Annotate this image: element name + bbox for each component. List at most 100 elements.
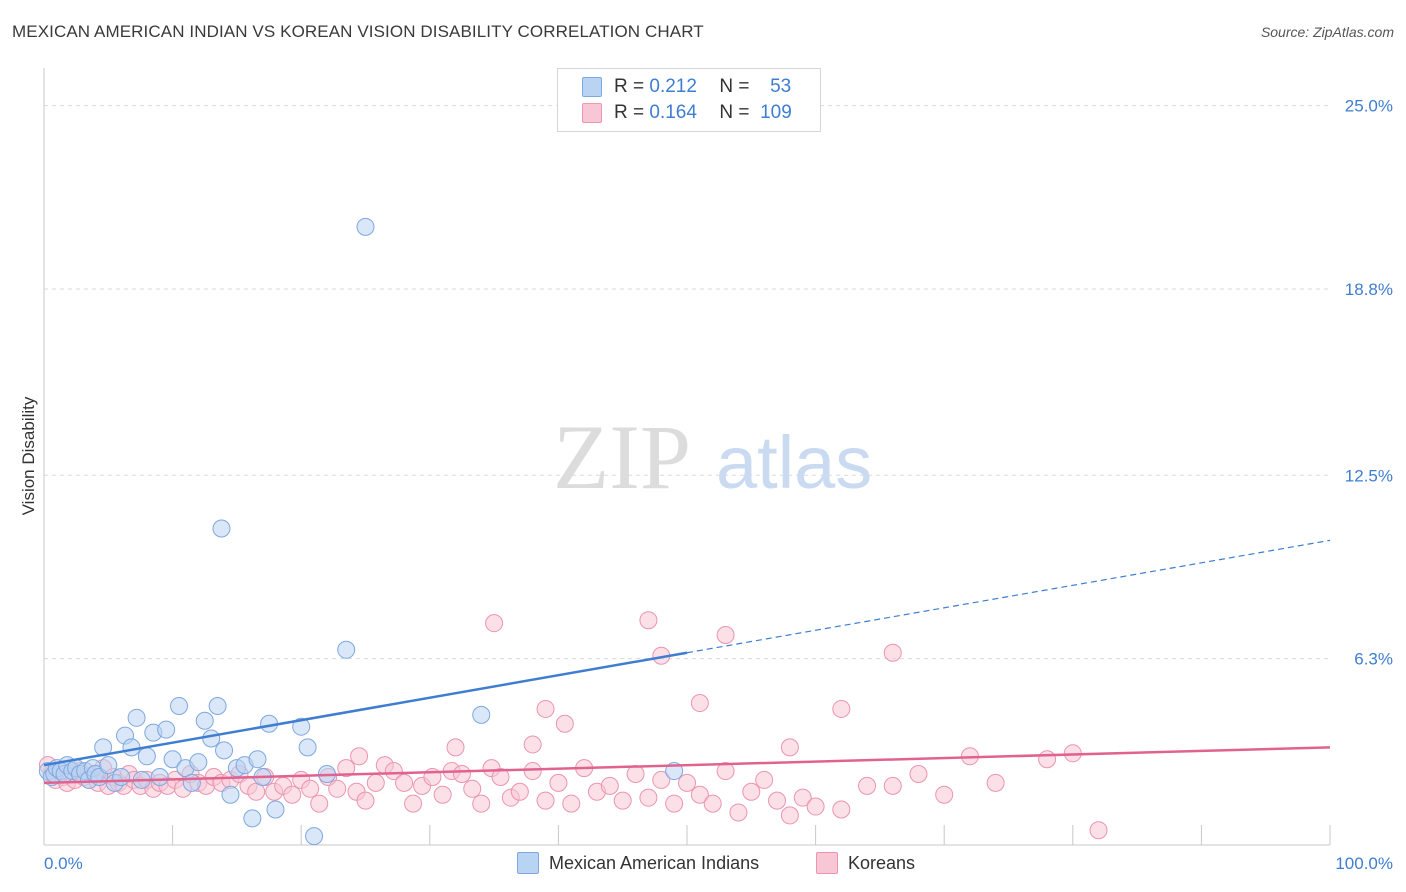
point-mexican-american-indians <box>305 827 324 846</box>
point-koreans <box>690 694 709 713</box>
point-koreans <box>600 776 619 795</box>
y-tick-label: 6.3% <box>1354 650 1393 669</box>
point-koreans <box>742 782 761 801</box>
point-koreans <box>523 762 542 781</box>
point-koreans <box>1089 821 1108 840</box>
watermark-atlas: atlas <box>716 421 872 504</box>
point-koreans <box>832 800 851 819</box>
point-koreans <box>780 738 799 757</box>
point-koreans <box>310 794 329 813</box>
point-koreans <box>549 773 568 792</box>
point-koreans <box>328 779 347 798</box>
point-koreans <box>755 770 774 789</box>
legend-swatch-mexican <box>582 77 602 97</box>
point-koreans <box>652 770 671 789</box>
legend-n-value: 53 <box>770 76 792 97</box>
trend-line-mexican-american-indians <box>43 651 688 767</box>
watermark-zip: ZIP <box>553 406 691 508</box>
legend-r-label: R = <box>614 76 645 97</box>
data-points <box>38 217 1108 846</box>
point-koreans <box>806 797 825 816</box>
point-koreans <box>909 765 928 784</box>
point-mexican-american-indians <box>266 800 285 819</box>
point-koreans <box>729 803 748 822</box>
bottom-legend-label-mexican: Mexican American Indians <box>549 852 760 873</box>
point-koreans <box>1038 750 1057 769</box>
point-koreans <box>883 643 902 662</box>
point-koreans <box>485 614 504 633</box>
point-koreans <box>935 785 954 804</box>
point-koreans <box>472 794 491 813</box>
point-koreans <box>690 785 709 804</box>
axes <box>43 68 1331 846</box>
point-koreans <box>523 735 542 754</box>
legend-row-koreans: R = 0.164 N = 109 <box>582 101 792 125</box>
point-mexican-american-indians <box>137 747 156 766</box>
point-koreans <box>491 767 510 786</box>
gridlines <box>44 105 1330 660</box>
point-mexican-american-indians <box>221 785 240 804</box>
y-tick-label: 12.5% <box>1345 466 1393 485</box>
legend-r-label: R = <box>614 102 645 123</box>
point-koreans <box>716 626 735 645</box>
bottom-legend-koreans: Koreans <box>816 852 915 874</box>
trend-lines <box>43 539 1331 785</box>
point-mexican-american-indians <box>292 717 311 736</box>
point-mexican-american-indians <box>122 738 141 757</box>
chart-title: MEXICAN AMERICAN INDIAN VS KOREAN VISION… <box>12 22 704 41</box>
y-tick-label: 18.8% <box>1345 280 1393 299</box>
point-mexican-american-indians <box>356 217 375 236</box>
legend-row-mexican: R = 0.212 N = 53 <box>582 75 791 99</box>
x-tick-label: 0.0% <box>44 854 83 873</box>
point-mexican-american-indians <box>472 705 491 724</box>
stats-legend: R = 0.212 N = 53 R = 0.164 N = 109 <box>557 68 821 132</box>
tick-labels: 6.3% 12.5% 18.8% 25.0% 0.0% 100.0% <box>44 97 1393 873</box>
point-mexican-american-indians <box>99 756 118 775</box>
y-tick-label: 25.0% <box>1345 97 1393 116</box>
point-koreans <box>986 773 1005 792</box>
bottom-legend-swatch-mexican <box>517 852 539 874</box>
point-mexican-american-indians <box>150 767 169 786</box>
point-mexican-american-indians <box>182 773 201 792</box>
trend-line-koreans <box>43 746 1331 785</box>
point-koreans <box>768 791 787 810</box>
point-koreans <box>562 794 581 813</box>
point-koreans <box>626 765 645 784</box>
point-koreans <box>366 773 385 792</box>
point-koreans <box>639 611 658 630</box>
trend-line-extension-mexican-american-indians <box>686 539 1331 654</box>
point-mexican-american-indians <box>195 711 214 730</box>
point-mexican-american-indians <box>170 696 189 715</box>
point-mexican-american-indians <box>157 720 176 739</box>
point-koreans <box>433 785 452 804</box>
point-mexican-american-indians <box>163 750 182 769</box>
bottom-legend-swatch-koreans <box>816 852 838 874</box>
point-mexican-american-indians <box>243 809 262 828</box>
point-koreans <box>613 791 632 810</box>
point-mexican-american-indians <box>127 708 146 727</box>
point-koreans <box>703 794 722 813</box>
point-koreans <box>883 776 902 795</box>
point-koreans <box>384 762 403 781</box>
point-koreans <box>301 779 320 798</box>
bottom-legend-label-koreans: Koreans <box>848 852 916 873</box>
point-koreans <box>639 788 658 807</box>
point-mexican-american-indians <box>208 696 227 715</box>
bottom-legend-mexican: Mexican American Indians <box>517 852 759 874</box>
point-mexican-american-indians <box>202 729 221 748</box>
point-koreans <box>555 714 574 733</box>
point-mexican-american-indians <box>112 767 131 786</box>
point-mexican-american-indians <box>298 738 317 757</box>
point-mexican-american-indians <box>212 519 231 538</box>
legend-n-label: N = <box>719 102 750 123</box>
point-koreans <box>446 738 465 757</box>
point-koreans <box>283 785 302 804</box>
point-koreans <box>463 779 482 798</box>
point-mexican-american-indians <box>215 741 234 760</box>
point-koreans <box>350 747 369 766</box>
point-koreans <box>665 794 684 813</box>
x-tick-label: 100.0% <box>1335 854 1393 873</box>
point-koreans <box>536 791 555 810</box>
point-koreans <box>536 699 555 718</box>
legend-r-value: 0.164 <box>649 102 697 123</box>
